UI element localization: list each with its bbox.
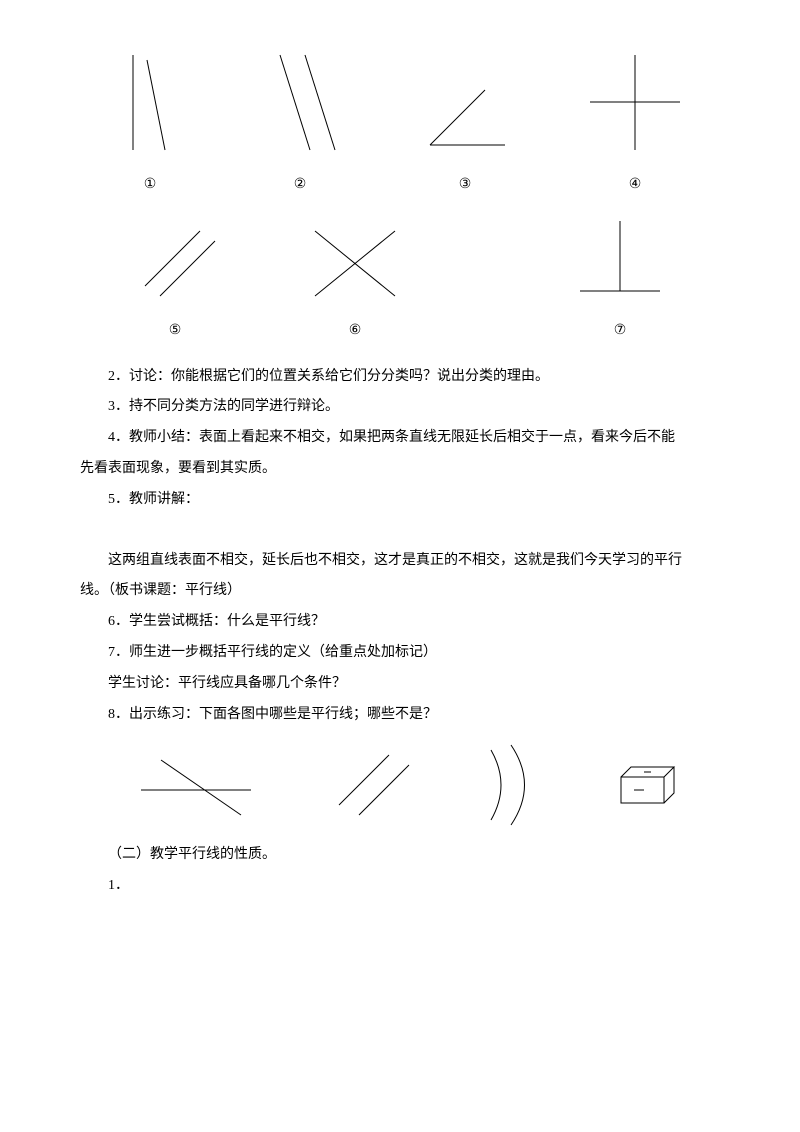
paragraph-11: （二）教学平行线的性质。	[80, 840, 720, 871]
paragraph-12: 1．	[80, 871, 720, 902]
spacer	[80, 516, 720, 546]
figure-3: ③	[415, 80, 515, 201]
figure-label-7: ⑦	[614, 316, 627, 347]
paragraph-10: 8．出示练习：下面各图中哪些是平行线；哪些不是？	[80, 700, 720, 731]
perpendicular-icon	[570, 216, 670, 306]
practice-figures-row	[80, 740, 720, 830]
practice-parallel-icon	[324, 745, 414, 825]
practice-crossing-icon	[131, 745, 261, 825]
paragraph-7: 6．学生尝试概括：什么是平行线？	[80, 607, 720, 638]
practice-arcs-icon	[476, 740, 546, 830]
figure-label-4: ④	[629, 170, 642, 201]
parallel-lines-icon	[130, 216, 220, 306]
parallel-diagonal-icon	[255, 50, 345, 160]
figure-6: ⑥	[300, 216, 410, 347]
lines-intersecting-icon	[115, 50, 185, 160]
figure-label-1: ①	[144, 170, 157, 201]
figure-label-3: ③	[459, 170, 472, 201]
x-cross-icon	[300, 216, 410, 306]
figure-5: ⑤	[130, 216, 220, 347]
paragraph-6: 这两组直线表面不相交，延长后也不相交，这才是真正的不相交，这就是我们今天学习的平…	[80, 546, 720, 577]
figure-7: ⑦	[570, 216, 670, 347]
angle-icon	[415, 80, 515, 160]
figure-2: ②	[255, 50, 345, 201]
figures-row-2: ⑤ ⑥ ⑦	[80, 216, 720, 347]
paragraph-3: 3．持不同分类方法的同学进行辩论。	[80, 392, 720, 423]
cross-icon	[585, 50, 685, 160]
figures-row-1: ① ② ③ ④	[80, 50, 720, 201]
figure-4: ④	[585, 50, 685, 201]
figure-label-2: ②	[294, 170, 307, 201]
figure-label-5: ⑤	[169, 316, 182, 347]
paragraph-8: 7．师生进一步概括平行线的定义（给重点处加标记）	[80, 638, 720, 669]
paragraph-4: 4．教师小结：表面上看起来不相交，如果把两条直线无限延长后相交于一点，看来今后不…	[80, 423, 720, 454]
paragraph-9: 学生讨论：平行线应具备哪几个条件？	[80, 669, 720, 700]
figure-1: ①	[115, 50, 185, 201]
paragraph-5: 5．教师讲解：	[80, 485, 720, 516]
figure-label-6: ⑥	[349, 316, 362, 347]
practice-box-icon	[609, 755, 689, 815]
paragraph-6-continuation: 线。（板书课题：平行线）	[80, 576, 720, 607]
paragraph-2: 2．讨论：你能根据它们的位置关系给它们分分类吗？说出分类的理由。	[80, 362, 720, 393]
paragraph-4-continuation: 先看表面现象，要看到其实质。	[80, 454, 720, 485]
